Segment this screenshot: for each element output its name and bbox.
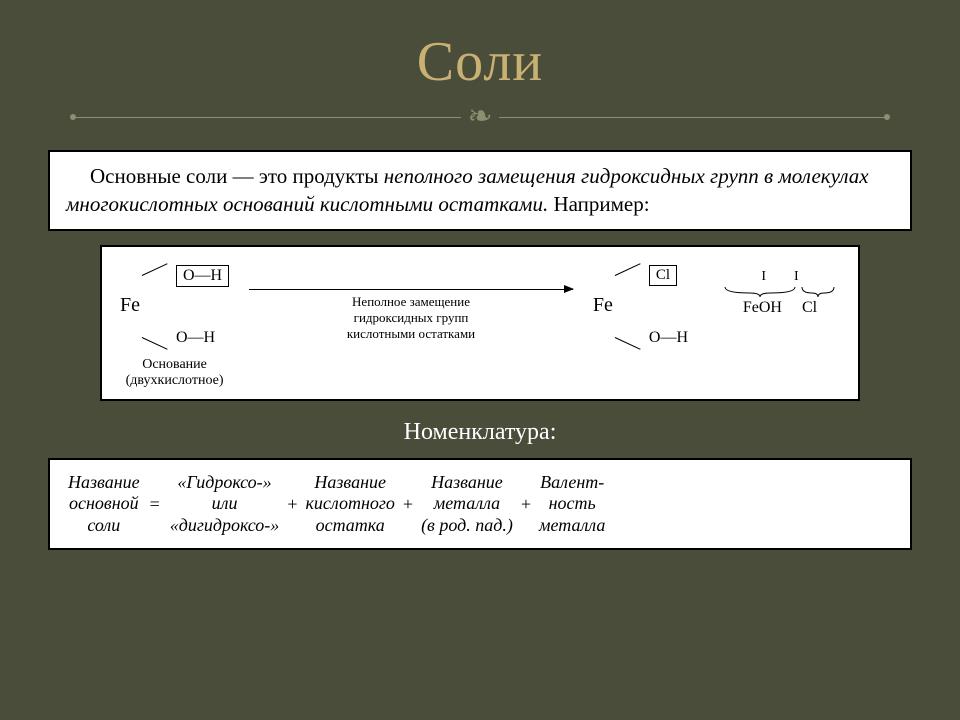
brace-icon — [720, 285, 840, 299]
reactant-caption: Основание (двухкислотное) — [120, 357, 229, 389]
slide: Соли ❧ Основные соли — это продукты непо… — [0, 0, 960, 720]
nom-plus-2: + — [401, 494, 415, 515]
nomenclature-formula: Название основной соли = «Гидроксо-» или… — [68, 472, 892, 537]
divider-line-left — [70, 117, 461, 118]
nomenclature-label: Номенклатура: — [40, 419, 920, 446]
ionic-notation: I I FeOH Cl — [720, 261, 840, 317]
nom-plus-3: + — [519, 494, 533, 515]
reactant-bottom-group: O—H — [176, 329, 215, 347]
arrow-line-icon — [249, 289, 573, 290]
reactant-caption-l2: (двухкислотное) — [126, 373, 224, 388]
arrow-l3: кислотными остатками — [347, 326, 475, 341]
def-tail: Например: — [548, 192, 649, 216]
nom-col-4: Название металла (в род. пад.) — [421, 472, 513, 537]
product-element: Fe — [593, 294, 613, 317]
nom-col-2: «Гидроксо-» или «дигидроксо-» — [170, 472, 280, 537]
nom-col-5: Валент- ность металла — [539, 472, 605, 537]
def-lead: Основные соли — это продукты — [90, 164, 384, 188]
ion-part-2: Cl — [802, 299, 817, 317]
ion-charge-2: I — [794, 269, 799, 285]
arrow-l2: гидроксидных групп — [354, 310, 469, 325]
ion-part-1: FeOH — [743, 299, 782, 317]
diagram-row: Fe O—H O—H Основание (двухкислотное) Неп… — [120, 261, 840, 389]
nom-col-3: Название кислотного остатка — [305, 472, 394, 537]
divider-line-right — [499, 117, 890, 118]
definition-text: Основные соли — это продукты неполного з… — [66, 162, 894, 219]
diagram-panel: Fe O—H O—H Основание (двухкислотное) Неп… — [100, 245, 860, 401]
arrow-l1: Неполное замещение — [352, 294, 470, 309]
nom-plus-1: + — [285, 494, 299, 515]
reactant-structure: Fe O—H O—H Основание (двухкислотное) — [120, 261, 229, 389]
title-divider: ❧ — [70, 102, 890, 132]
slide-title: Соли — [40, 30, 920, 94]
nomenclature-panel: Название основной соли = «Гидроксо-» или… — [48, 458, 912, 551]
ornament-icon: ❧ — [461, 102, 498, 132]
ion-charge-1: I — [761, 269, 766, 285]
product-top-group: Cl — [649, 265, 677, 286]
nom-col-1: Название основной соли — [68, 472, 140, 537]
reactant-caption-l1: Основание — [142, 357, 207, 372]
reactant-element: Fe — [120, 294, 140, 317]
nom-equals: = — [146, 494, 164, 515]
definition-panel: Основные соли — это продукты неполного з… — [48, 150, 912, 231]
reaction-arrow: Неполное замещение гидроксидных групп ки… — [249, 261, 573, 343]
reactant-top-group: O—H — [176, 265, 229, 287]
arrow-text: Неполное замещение гидроксидных групп ки… — [249, 294, 573, 343]
product-structure: Fe Cl O—H — [593, 261, 688, 351]
product-bottom-group: O—H — [649, 329, 688, 347]
